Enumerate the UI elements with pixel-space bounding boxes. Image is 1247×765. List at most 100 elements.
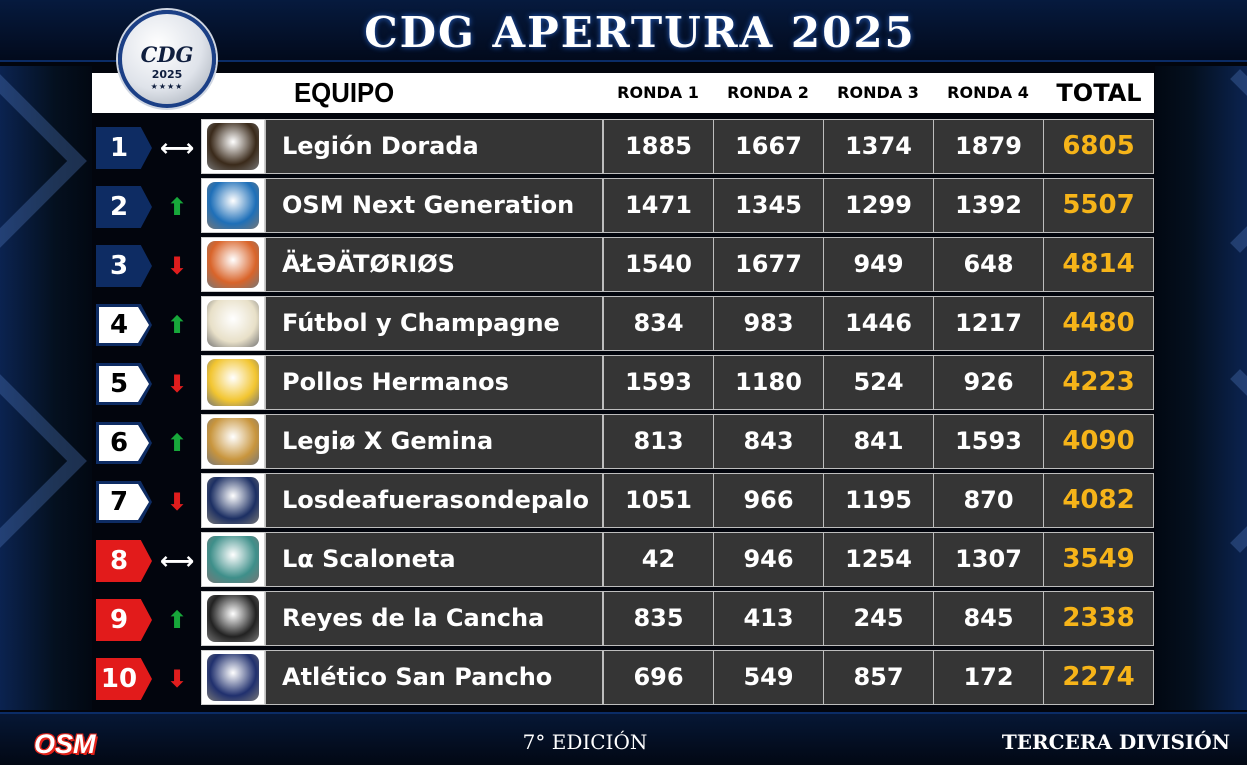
team-crest-image [207, 300, 259, 347]
round-4-score: 926 [933, 355, 1044, 410]
team-crest-image [207, 595, 259, 642]
round-3-score: 1446 [823, 296, 934, 351]
team-crest-image [207, 241, 259, 288]
footer-bar: OSM 7° EDICIÓN TERCERA DIVISIÓN [0, 712, 1247, 765]
table-row: 7 ⬇ Losdeafuerasondepalo 1051 966 1195 870 4082 [0, 473, 1247, 528]
team-crest [201, 473, 265, 528]
table-row: 5 ⬇ Pollos Hermanos 1593 1180 524 926 4223 [0, 355, 1247, 410]
round-1-score: 813 [603, 414, 714, 469]
page-title: CDG APERTURA 2025 [364, 8, 916, 57]
team-cell: Lα Scaloneta [265, 532, 603, 587]
total-score: 4090 [1043, 414, 1154, 469]
round-4-score: 172 [933, 650, 1044, 705]
team-crest-image [207, 654, 259, 701]
position-badge: 5 [96, 363, 152, 405]
osm-logo: OSM [34, 729, 96, 759]
team-crest-image [207, 418, 259, 465]
round-2-score: 413 [713, 591, 824, 646]
right-decoration [1155, 66, 1247, 710]
round-1-score: 1471 [603, 178, 714, 233]
round-1-score: 835 [603, 591, 714, 646]
position-number: 5 [99, 366, 149, 402]
round-2-score: 966 [713, 473, 824, 528]
team-name: Legión Dorada [282, 132, 479, 160]
header-total: TOTAL [1056, 79, 1142, 107]
logo-name: CDG [140, 42, 194, 67]
round-2-score: 1180 [713, 355, 824, 410]
total-score: 5507 [1043, 178, 1154, 233]
team-cell: OSM Next Generation [265, 178, 603, 233]
team-crest [201, 119, 265, 174]
round-1-score: 696 [603, 650, 714, 705]
team-cell: Legiø X Gemina [265, 414, 603, 469]
round-2-score: 1345 [713, 178, 824, 233]
position-number: 6 [99, 425, 149, 461]
round-3-score: 245 [823, 591, 934, 646]
position-badge: 1 [96, 127, 152, 169]
total-score: 4082 [1043, 473, 1154, 528]
round-1-score: 42 [603, 532, 714, 587]
team-cell: Legión Dorada [265, 119, 603, 174]
team-crest-image [207, 182, 259, 229]
team-name: Pollos Hermanos [282, 368, 509, 396]
round-4-score: 1879 [933, 119, 1044, 174]
position-badge: 3 [96, 245, 152, 287]
table-row: 6 ⬆ Legiø X Gemina 813 843 841 1593 4090 [0, 414, 1247, 469]
arrow-up-icon: ⬆ [166, 429, 188, 457]
round-3-score: 1254 [823, 532, 934, 587]
round-1-score: 1540 [603, 237, 714, 292]
total-score: 4480 [1043, 296, 1154, 351]
round-2-score: 983 [713, 296, 824, 351]
table-row: 10 ⬇ Atlético San Pancho 696 549 857 172 2274 [0, 650, 1247, 705]
total-score: 2274 [1043, 650, 1154, 705]
arrow-up-icon: ⬆ [166, 193, 188, 221]
round-1-score: 1593 [603, 355, 714, 410]
round-4-score: 1217 [933, 296, 1044, 351]
edition-label: 7° EDICIÓN [522, 730, 648, 754]
table-row: 9 ⬆ Reyes de la Cancha 835 413 245 845 2338 [0, 591, 1247, 646]
round-4-score: 1392 [933, 178, 1044, 233]
round-3-score: 524 [823, 355, 934, 410]
team-crest [201, 296, 265, 351]
team-crest [201, 237, 265, 292]
cdg-logo: CDG 2025 ★★★★ [118, 10, 216, 108]
team-cell: Pollos Hermanos [265, 355, 603, 410]
position-badge: 9 [96, 599, 152, 641]
round-4-score: 1593 [933, 414, 1044, 469]
round-2-score: 549 [713, 650, 824, 705]
header-round-3: RONDA 3 [837, 83, 919, 102]
team-crest [201, 591, 265, 646]
team-name: Fútbol y Champagne [282, 309, 560, 337]
total-score: 3549 [1043, 532, 1154, 587]
position-number: 7 [99, 484, 149, 520]
header-round-2: RONDA 2 [727, 83, 809, 102]
arrow-up-icon: ⬆ [166, 311, 188, 339]
team-cell: Atlético San Pancho [265, 650, 603, 705]
round-3-score: 949 [823, 237, 934, 292]
round-3-score: 1374 [823, 119, 934, 174]
arrow-down-icon: ⬇ [166, 488, 188, 516]
position-badge: 6 [96, 422, 152, 464]
team-name: Reyes de la Cancha [282, 604, 545, 632]
team-cell: Fútbol y Champagne [265, 296, 603, 351]
arrow-left-right-icon: ⟷ [160, 547, 195, 575]
round-1-score: 1051 [603, 473, 714, 528]
table-header: EQUIPO RONDA 1 RONDA 2 RONDA 3 RONDA 4 T… [92, 73, 1154, 113]
left-decoration [0, 66, 92, 710]
table-row: 2 ⬆ OSM Next Generation 1471 1345 1299 1392 550… [0, 178, 1247, 233]
team-name: Legiø X Gemina [282, 427, 494, 455]
team-name: OSM Next Generation [282, 191, 575, 219]
position-number: 4 [99, 307, 149, 343]
round-4-score: 1307 [933, 532, 1044, 587]
header-round-1: RONDA 1 [617, 83, 699, 102]
team-name: ÄŁƏÄTØRIØS [282, 250, 455, 278]
round-1-score: 834 [603, 296, 714, 351]
round-4-score: 845 [933, 591, 1044, 646]
round-4-score: 870 [933, 473, 1044, 528]
arrow-down-icon: ⬇ [166, 252, 188, 280]
team-name: Lα Scaloneta [282, 545, 456, 573]
table-row: 3 ⬇ ÄŁƏÄTØRIØS 1540 1677 949 648 4814 [0, 237, 1247, 292]
total-score: 4814 [1043, 237, 1154, 292]
division-label: TERCERA DIVISIÓN [1001, 730, 1230, 754]
arrow-down-icon: ⬇ [166, 665, 188, 693]
